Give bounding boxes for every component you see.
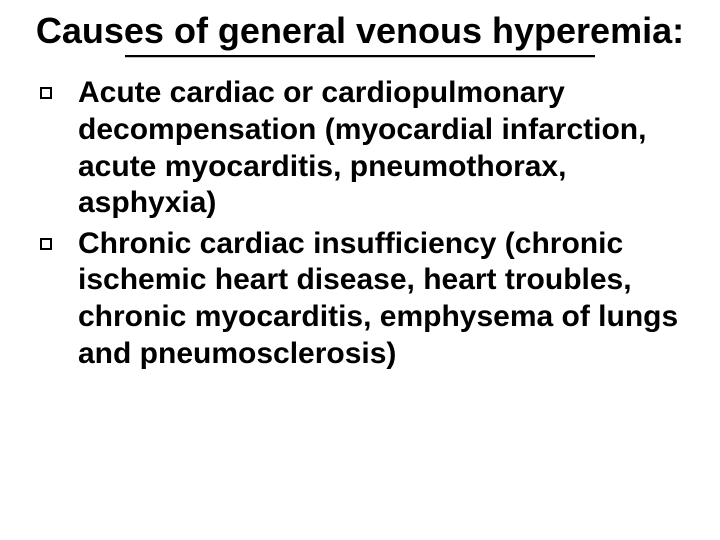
slide: Causes of general venous hyperemia: Acut… [0, 0, 720, 540]
slide-title: Causes of general venous hyperemia: [30, 10, 690, 51]
title-underline [125, 55, 595, 57]
slide-body: Acute cardiac or cardiopulmonary decompe… [30, 75, 690, 372]
list-item: Acute cardiac or cardiopulmonary decompe… [40, 75, 690, 221]
title-container: Causes of general venous hyperemia: [30, 10, 690, 51]
list-item: Chronic cardiac insufficiency (chronic i… [40, 226, 690, 372]
square-bullet-icon [40, 238, 52, 250]
list-item-text: Acute cardiac or cardiopulmonary decompe… [78, 75, 690, 221]
square-bullet-icon [40, 87, 52, 99]
list-item-text: Chronic cardiac insufficiency (chronic i… [78, 226, 690, 372]
